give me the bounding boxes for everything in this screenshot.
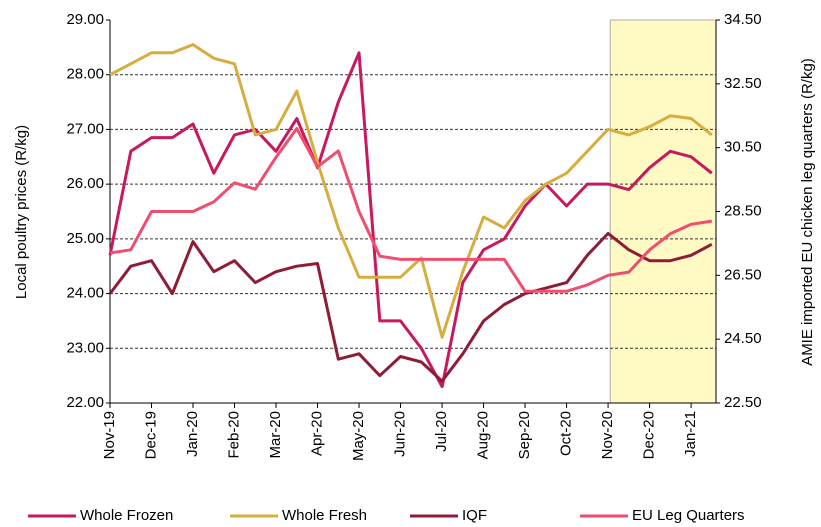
y2-tick-label: 34.50 bbox=[724, 11, 762, 28]
x-tick-label: Aug-20 bbox=[475, 411, 492, 459]
y-tick-label: 27.00 bbox=[66, 120, 104, 137]
x-tick-label: Nov-19 bbox=[101, 411, 118, 459]
series-line bbox=[109, 127, 713, 293]
x-tick-label: Dec-20 bbox=[641, 411, 658, 459]
y2-tick-label: 32.50 bbox=[724, 75, 762, 92]
y-tick-label: 25.00 bbox=[66, 230, 104, 247]
legend-label: Whole Frozen bbox=[80, 507, 173, 524]
x-tick-label: Sep-20 bbox=[516, 411, 533, 459]
x-tick-label: Mar-20 bbox=[267, 411, 284, 459]
x-tick-label: Jan-21 bbox=[682, 411, 699, 457]
y2-axis-label: AMIE imported EU chicken leg quarters (R… bbox=[799, 58, 816, 366]
x-tick-label: Dec-19 bbox=[142, 411, 159, 459]
series-line bbox=[108, 231, 713, 383]
y-tick-label: 28.00 bbox=[66, 66, 104, 83]
y2-tick-label: 24.50 bbox=[724, 330, 762, 347]
legend-label: Whole Fresh bbox=[282, 507, 367, 524]
x-tick-label: Jul-20 bbox=[433, 411, 450, 452]
y2-tick-label: 28.50 bbox=[724, 202, 762, 219]
x-tick-label: Nov-20 bbox=[599, 411, 616, 459]
y2-tick-label: 22.50 bbox=[724, 394, 762, 411]
y2-tick-label: 30.50 bbox=[724, 139, 762, 156]
legend-label: EU Leg Quarters bbox=[632, 507, 745, 524]
x-tick-label: Feb-20 bbox=[225, 411, 242, 459]
x-tick-label: Oct-20 bbox=[558, 411, 575, 456]
legend-label: IQF bbox=[462, 507, 487, 524]
series-line bbox=[108, 51, 713, 389]
series-line bbox=[109, 43, 713, 339]
y-tick-label: 23.00 bbox=[66, 339, 104, 356]
y-tick-label: 29.00 bbox=[66, 11, 104, 28]
x-tick-label: May-20 bbox=[350, 411, 367, 461]
y-tick-label: 22.00 bbox=[66, 394, 104, 411]
y-tick-label: 26.00 bbox=[66, 175, 104, 192]
forecast-shading bbox=[609, 19, 717, 404]
y2-tick-label: 26.50 bbox=[724, 266, 762, 283]
x-tick-label: Jun-20 bbox=[392, 411, 409, 457]
x-tick-label: Apr-20 bbox=[309, 411, 326, 456]
x-tick-label: Jan-20 bbox=[184, 411, 201, 457]
y-tick-label: 24.00 bbox=[66, 285, 104, 302]
y-axis-label: Local poultry prices (R/kg) bbox=[13, 125, 30, 299]
